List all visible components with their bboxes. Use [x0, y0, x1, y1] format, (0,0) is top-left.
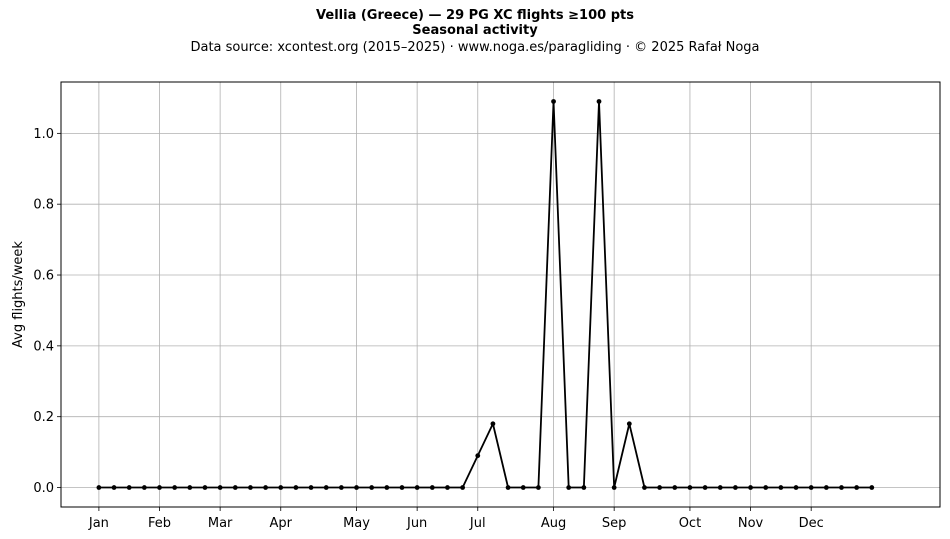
data-point	[642, 485, 647, 490]
data-point	[869, 485, 875, 490]
data-point	[414, 485, 420, 490]
data-point	[293, 485, 299, 490]
series-group	[96, 99, 875, 490]
x-tick-label: Dec	[799, 516, 824, 531]
x-tick-label: Aug	[541, 516, 566, 531]
y-tick-label: 0.2	[33, 410, 54, 425]
data-point	[823, 485, 829, 490]
data-point	[323, 485, 329, 490]
x-tick-label: Oct	[679, 516, 701, 531]
x-tick-label: Mar	[208, 516, 233, 531]
data-point	[429, 485, 435, 490]
x-tick-label: Jun	[406, 516, 427, 531]
x-tick-label: Sep	[602, 516, 627, 531]
data-point	[278, 485, 284, 490]
x-tick-label: May	[343, 516, 370, 531]
data-point	[232, 485, 238, 490]
data-source-credit: Data source: xcontest.org (2015–2025) · …	[190, 40, 760, 55]
data-point	[626, 421, 632, 427]
data-point	[96, 485, 102, 490]
plot-frame	[60, 81, 941, 508]
y-axis-label: Avg flights/week	[11, 241, 26, 348]
data-point	[535, 485, 541, 490]
data-point	[566, 485, 572, 490]
data-point	[141, 485, 147, 490]
data-point	[808, 485, 814, 490]
data-point	[354, 485, 359, 490]
chart-title: Vellia (Greece) — 29 PG XC flights ≥100 …	[316, 8, 634, 23]
y-tick-label: 0.0	[33, 481, 54, 496]
data-point	[172, 485, 178, 490]
data-point	[217, 485, 223, 490]
data-point	[157, 485, 162, 490]
data-point	[657, 485, 663, 490]
y-tick-label: 0.6	[33, 269, 54, 284]
data-point	[308, 485, 314, 490]
data-point	[793, 485, 799, 490]
data-point	[763, 485, 769, 490]
data-point	[854, 485, 860, 490]
data-point	[490, 421, 496, 427]
x-tick-label: Nov	[738, 516, 764, 531]
data-point	[505, 485, 511, 490]
series-line	[98, 100, 872, 489]
data-point	[126, 485, 132, 490]
data-point	[839, 485, 844, 490]
data-point	[338, 485, 344, 490]
data-point	[263, 485, 268, 490]
x-tick-label: Jan	[88, 516, 109, 531]
data-point	[520, 485, 526, 490]
data-point	[611, 485, 617, 490]
data-point	[111, 485, 117, 490]
data-point	[778, 485, 784, 490]
data-point	[717, 485, 723, 490]
data-point	[460, 485, 466, 490]
data-point	[369, 485, 375, 490]
chart-header: Vellia (Greece) — 29 PG XC flights ≥100 …	[0, 8, 950, 56]
data-point	[672, 485, 678, 490]
grid-lines	[61, 82, 940, 507]
y-tick-label: 0.8	[33, 198, 54, 213]
x-tick-label: Jul	[469, 516, 486, 531]
data-point	[596, 99, 602, 104]
data-point	[384, 485, 390, 490]
data-point	[551, 99, 556, 104]
y-tick-label: 0.4	[33, 339, 54, 354]
data-point	[687, 485, 693, 490]
data-point	[248, 485, 253, 490]
data-point	[399, 485, 405, 490]
data-point	[733, 485, 738, 490]
x-tick-label: Apr	[270, 516, 293, 531]
data-point	[187, 485, 193, 490]
x-tick-label: Feb	[148, 516, 171, 531]
tick-group: Jan Feb Mar Apr May Jun Jul Aug Sep Oct Nov Dec 0.0 0…	[33, 127, 823, 531]
y-tick-label: 1.0	[33, 127, 54, 142]
data-point	[445, 485, 450, 490]
data-point	[581, 485, 587, 490]
chart-subtitle: Seasonal activity	[412, 23, 538, 38]
data-point	[702, 485, 708, 490]
data-point	[475, 453, 481, 459]
data-point	[202, 485, 208, 490]
data-point	[748, 485, 753, 490]
